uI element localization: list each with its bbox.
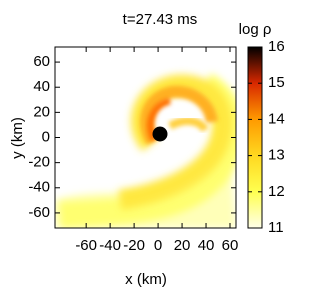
density-field: [55, 73, 236, 228]
chart: t=27.43 ms y (km) x (km) log ρ -60 -40 -20…: [9, 11, 285, 288]
x-tick-label: -60: [75, 237, 97, 254]
x-tick-label: -20: [123, 237, 145, 254]
colorbar-tick-label: 11: [268, 219, 284, 236]
x-tick-label: -40: [99, 237, 121, 254]
y-tick-label: 60: [33, 53, 50, 70]
x-tick-label: 20: [174, 237, 191, 254]
colorbar-tick-label: 13: [268, 147, 285, 164]
x-tick-label: 60: [222, 237, 239, 254]
y-tick-label: 0: [42, 128, 50, 145]
colorbar-tick-label: 16: [268, 38, 285, 55]
y-tick-label: -40: [28, 179, 50, 196]
colorbar-tick-label: 14: [268, 110, 285, 127]
y-tick-label: 20: [33, 103, 50, 120]
colorbar-tick-label: 15: [268, 74, 285, 91]
colorbar: [247, 46, 263, 229]
black-hole: [152, 126, 168, 142]
y-tick-label: -60: [28, 204, 50, 221]
y-axis-label: y (km): [9, 117, 26, 159]
x-axis-label: x (km): [125, 271, 167, 288]
x-tick-label: 0: [154, 237, 162, 254]
y-tick-label: -20: [28, 154, 50, 171]
colorbar-tick-label: 12: [268, 183, 285, 200]
colorbar-label: log ρ: [239, 21, 272, 38]
chart-title: t=27.43 ms: [123, 11, 198, 28]
x-tick-label: 40: [198, 237, 215, 254]
y-tick-label: 40: [33, 78, 50, 95]
